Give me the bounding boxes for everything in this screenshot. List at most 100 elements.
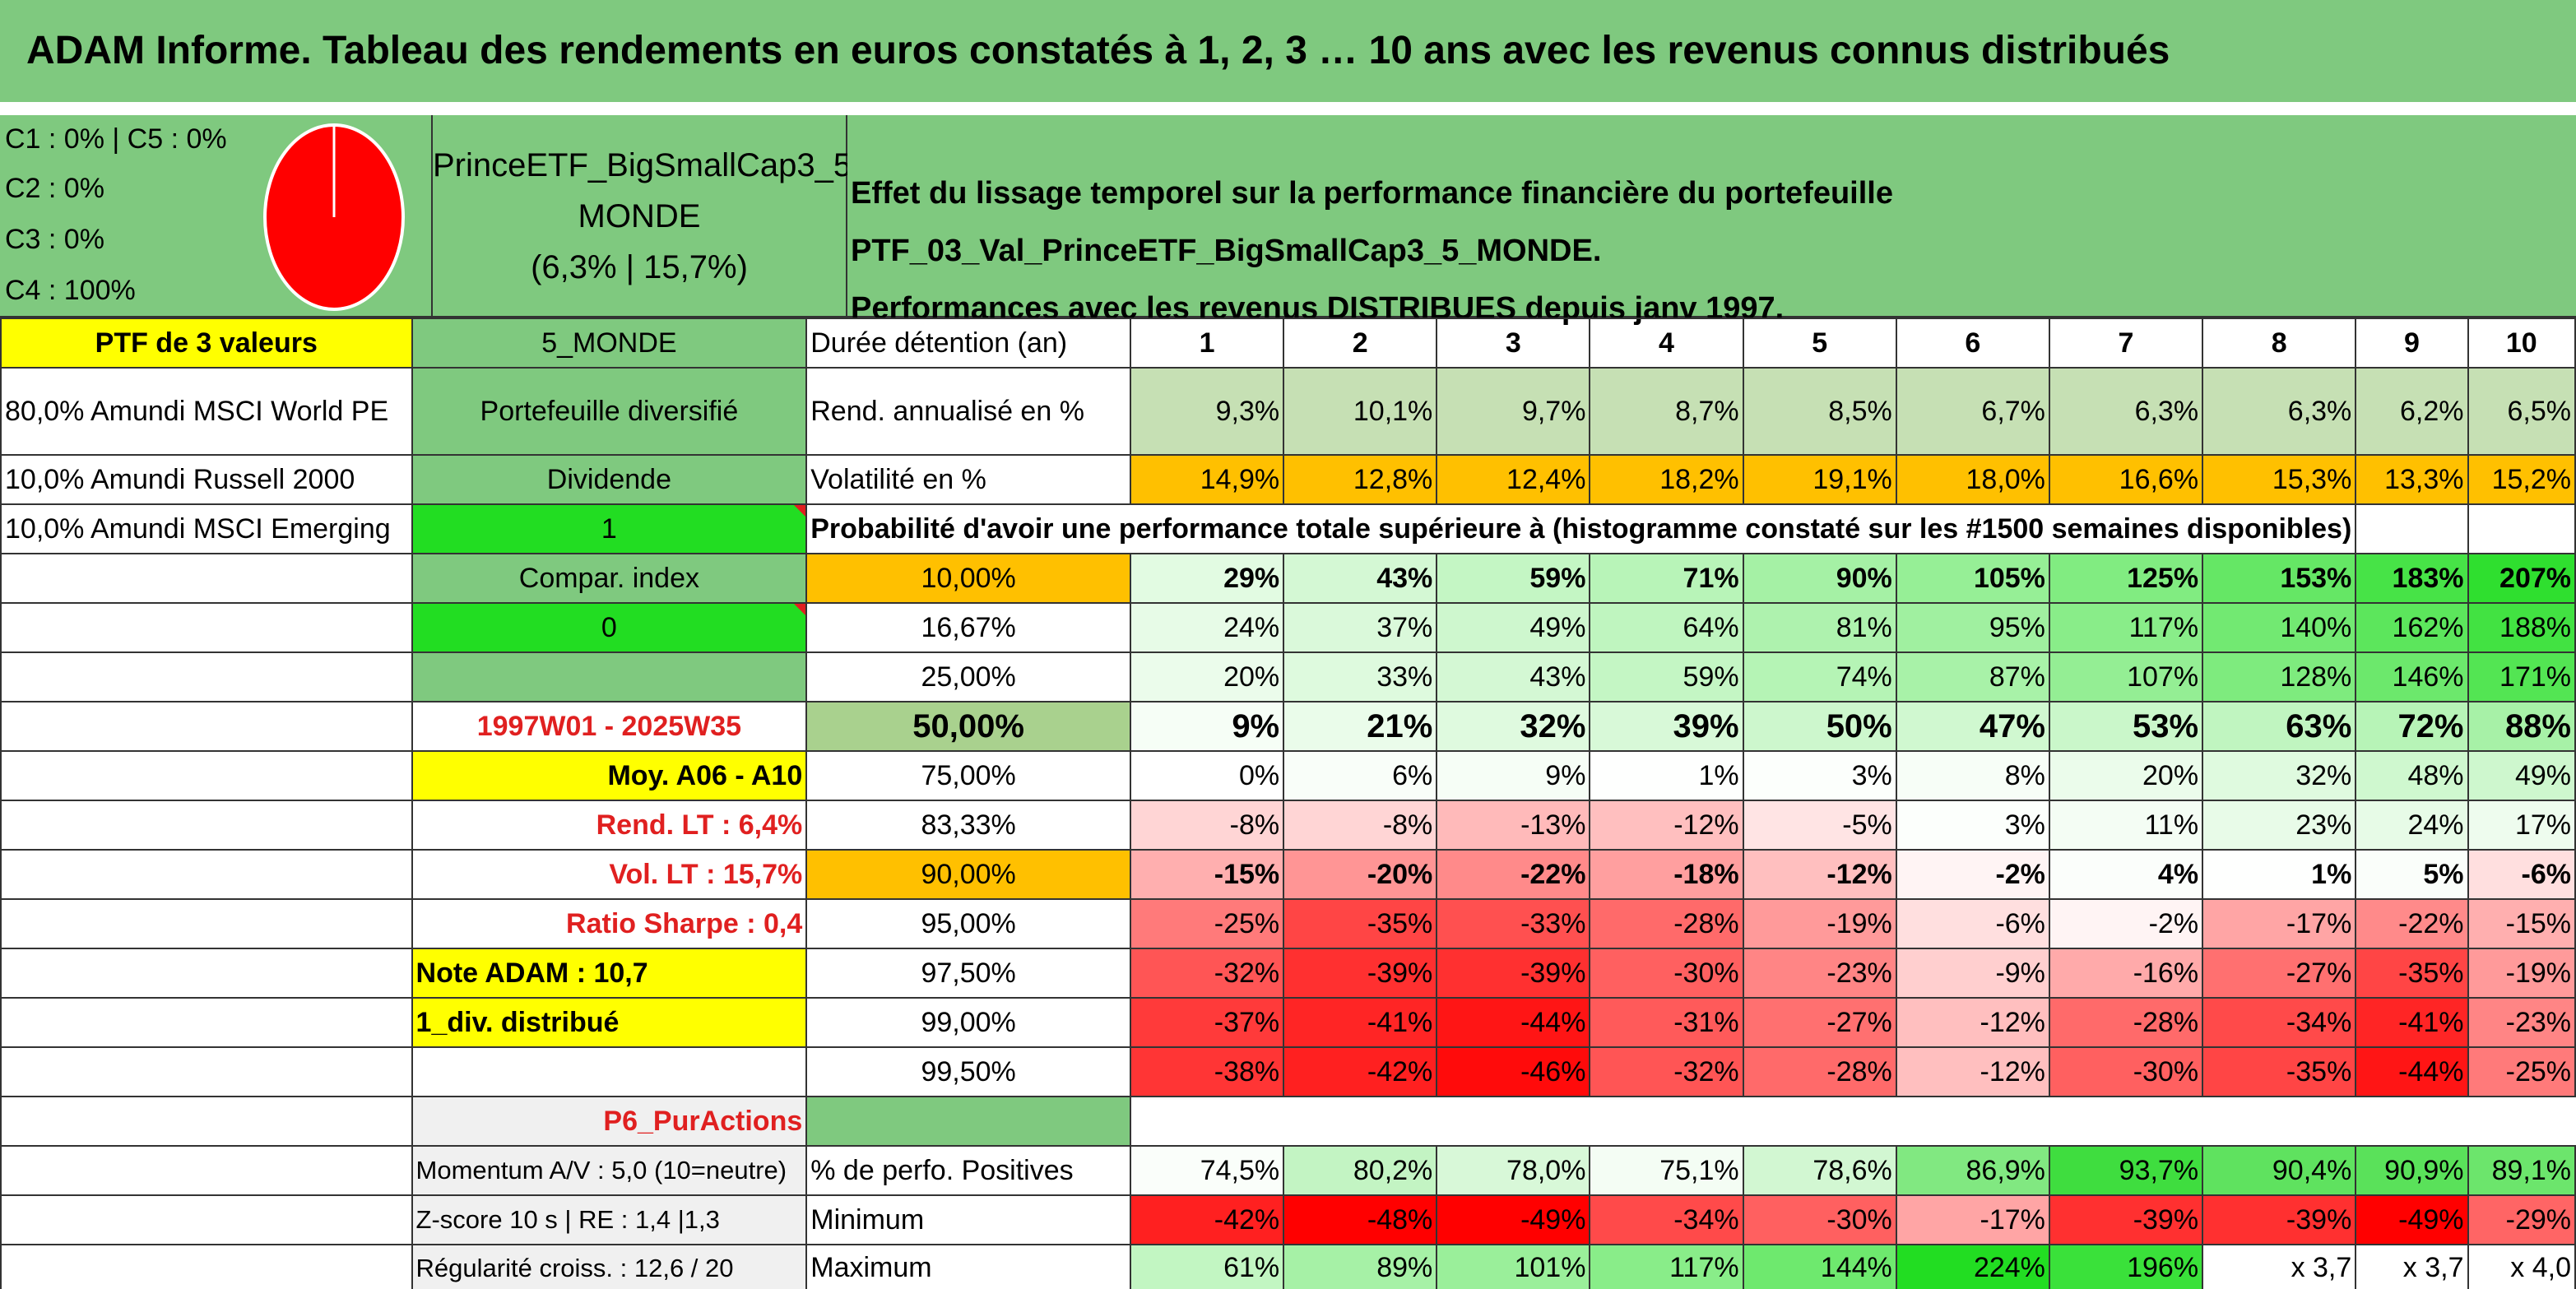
rend-lt: Rend. LT : 6,4%: [411, 800, 808, 851]
rend-cell: 8,7%: [1589, 367, 1744, 456]
proba-cell: -35%: [2355, 948, 2469, 999]
pos-cell: 74,5%: [1129, 1145, 1285, 1196]
proba-cell: -18%: [1589, 849, 1744, 900]
allocation-pie-chart: [263, 123, 405, 311]
table-row: 1997W01 - 2025W35 50,00% 9% 21% 32% 39% …: [0, 701, 2576, 752]
proba-cell: -32%: [1129, 948, 1285, 999]
max-cell: x 3,7: [2355, 1244, 2469, 1289]
proba-cell: 153%: [2202, 553, 2357, 604]
proba-cell: 87%: [1895, 651, 2050, 702]
table-row: Momentum A/V : 5,0 (10=neutre) % de perf…: [0, 1145, 2576, 1196]
min-cell: -34%: [1589, 1194, 1744, 1245]
empty-cell: [1129, 1096, 2575, 1147]
vol-lt: Vol. LT : 15,7%: [411, 849, 808, 900]
proba-cell: -8%: [1283, 800, 1438, 851]
proba-level: 97,50%: [805, 948, 1131, 999]
year-header: 3: [1436, 318, 1591, 369]
proba-cell: -35%: [1283, 898, 1438, 949]
empty-cell: [411, 1046, 808, 1097]
proba-cell: -35%: [2202, 1046, 2357, 1097]
table-row: PTF de 3 valeurs 5_MONDE Durée détention…: [0, 318, 2576, 369]
allocation-line: C2 : 0%: [5, 173, 104, 204]
vol-cell: 14,9%: [1129, 454, 1285, 505]
min-cell: -49%: [1436, 1194, 1591, 1245]
portfolio-type: Portefeuille diversifié: [411, 367, 808, 456]
proba-cell: -41%: [1283, 997, 1438, 1048]
proba-cell: 24%: [2355, 800, 2469, 851]
duration-label: Durée détention (an): [805, 318, 1131, 369]
proba-cell: 33%: [1283, 651, 1438, 702]
proba-cell: 59%: [1589, 651, 1744, 702]
empty-cell: [0, 750, 413, 801]
proba-cell: -44%: [2355, 1046, 2469, 1097]
pos-cell: 78,6%: [1742, 1145, 1897, 1196]
proba-cell: 47%: [1895, 701, 2050, 752]
rend-cell: 9,7%: [1436, 367, 1591, 456]
proba-cell: -6%: [1895, 898, 2050, 949]
table-row: 10,0% Amundi Russell 2000 Dividende Vola…: [0, 454, 2576, 505]
min-cell: -42%: [1129, 1194, 1285, 1245]
proba-cell: 43%: [1436, 651, 1591, 702]
proba-level: 99,50%: [805, 1046, 1131, 1097]
proba-cell: 1%: [2202, 849, 2357, 900]
proba-cell: -19%: [1742, 898, 1897, 949]
proba-cell: 128%: [2202, 651, 2357, 702]
proba-cell: 49%: [2467, 750, 2576, 801]
proba-cell: -23%: [2467, 997, 2576, 1048]
year-header: 1: [1129, 318, 1285, 369]
pos-cell: 89,1%: [2467, 1145, 2576, 1196]
proba-cell: 50%: [1742, 701, 1897, 752]
returns-table: PTF de 3 valeurs 5_MONDE Durée détention…: [0, 318, 2576, 1289]
min-cell: -49%: [2355, 1194, 2469, 1245]
dividend-label: 1_div. distribué: [411, 997, 808, 1048]
table-row: Ratio Sharpe : 0,4 95,00% -25% -35% -33%…: [0, 898, 2576, 949]
proba-cell: 9%: [1129, 701, 1285, 752]
sharpe-ratio: Ratio Sharpe : 0,4: [411, 898, 808, 949]
table-row: 0 16,67% 24% 37% 49% 64% 81% 95% 117% 14…: [0, 602, 2576, 653]
max-label: Maximum: [805, 1244, 1131, 1289]
proba-cell: 32%: [1436, 701, 1591, 752]
allocation-line: C1 : 0% | C5 : 0%: [5, 123, 227, 155]
year-header: 10: [2467, 318, 2576, 369]
proba-cell: 95%: [1895, 602, 2050, 653]
proba-cell: -22%: [1436, 849, 1591, 900]
proba-cell: 59%: [1436, 553, 1591, 604]
proba-cell: 20%: [2048, 750, 2204, 801]
proba-cell: -12%: [1742, 849, 1897, 900]
holding: 10,0% Amundi MSCI Emerging: [0, 503, 413, 554]
vol-cell: 16,6%: [2048, 454, 2204, 505]
rend-cell: 8,5%: [1742, 367, 1897, 456]
category-label: P6_PurActions: [411, 1096, 808, 1147]
proba-cell: 37%: [1283, 602, 1438, 653]
empty-cell: [2355, 503, 2469, 554]
holding: 80,0% Amundi MSCI World PE: [0, 367, 413, 456]
proba-cell: -42%: [1283, 1046, 1438, 1097]
proba-cell: 183%: [2355, 553, 2469, 604]
pos-cell: 90,9%: [2355, 1145, 2469, 1196]
proba-cell: 29%: [1129, 553, 1285, 604]
empty-cell: [0, 800, 413, 851]
empty-cell: [0, 1046, 413, 1097]
table-row: Vol. LT : 15,7% 90,00% -15% -20% -22% -1…: [0, 849, 2576, 900]
portfolio-summary: (6,3% | 15,7%): [531, 249, 748, 285]
proba-cell: -28%: [2048, 997, 2204, 1048]
proba-cell: -2%: [2048, 898, 2204, 949]
min-cell: -39%: [2048, 1194, 2204, 1245]
proba-cell: 8%: [1895, 750, 2050, 801]
proba-cell: -12%: [1895, 1046, 2050, 1097]
proba-cell: 39%: [1589, 701, 1744, 752]
proba-cell: -31%: [1589, 997, 1744, 1048]
compar-value: 0: [411, 602, 808, 653]
table-row: Compar. index 10,00% 29% 43% 59% 71% 90%…: [0, 553, 2576, 604]
proba-cell: -17%: [2202, 898, 2357, 949]
table-row: Régularité croiss. : 12,6 / 20 Maximum 6…: [0, 1244, 2576, 1289]
empty-cell: [0, 948, 413, 999]
empty-cell: [411, 651, 808, 702]
max-cell: 224%: [1895, 1244, 2050, 1289]
empty-cell: [0, 701, 413, 752]
momentum-label: Momentum A/V : 5,0 (10=neutre): [411, 1145, 808, 1196]
table-row: Rend. LT : 6,4% 83,33% -8% -8% -13% -12%…: [0, 800, 2576, 851]
proba-cell: 64%: [1589, 602, 1744, 653]
proba-cell: 125%: [2048, 553, 2204, 604]
empty-cell: [0, 553, 413, 604]
